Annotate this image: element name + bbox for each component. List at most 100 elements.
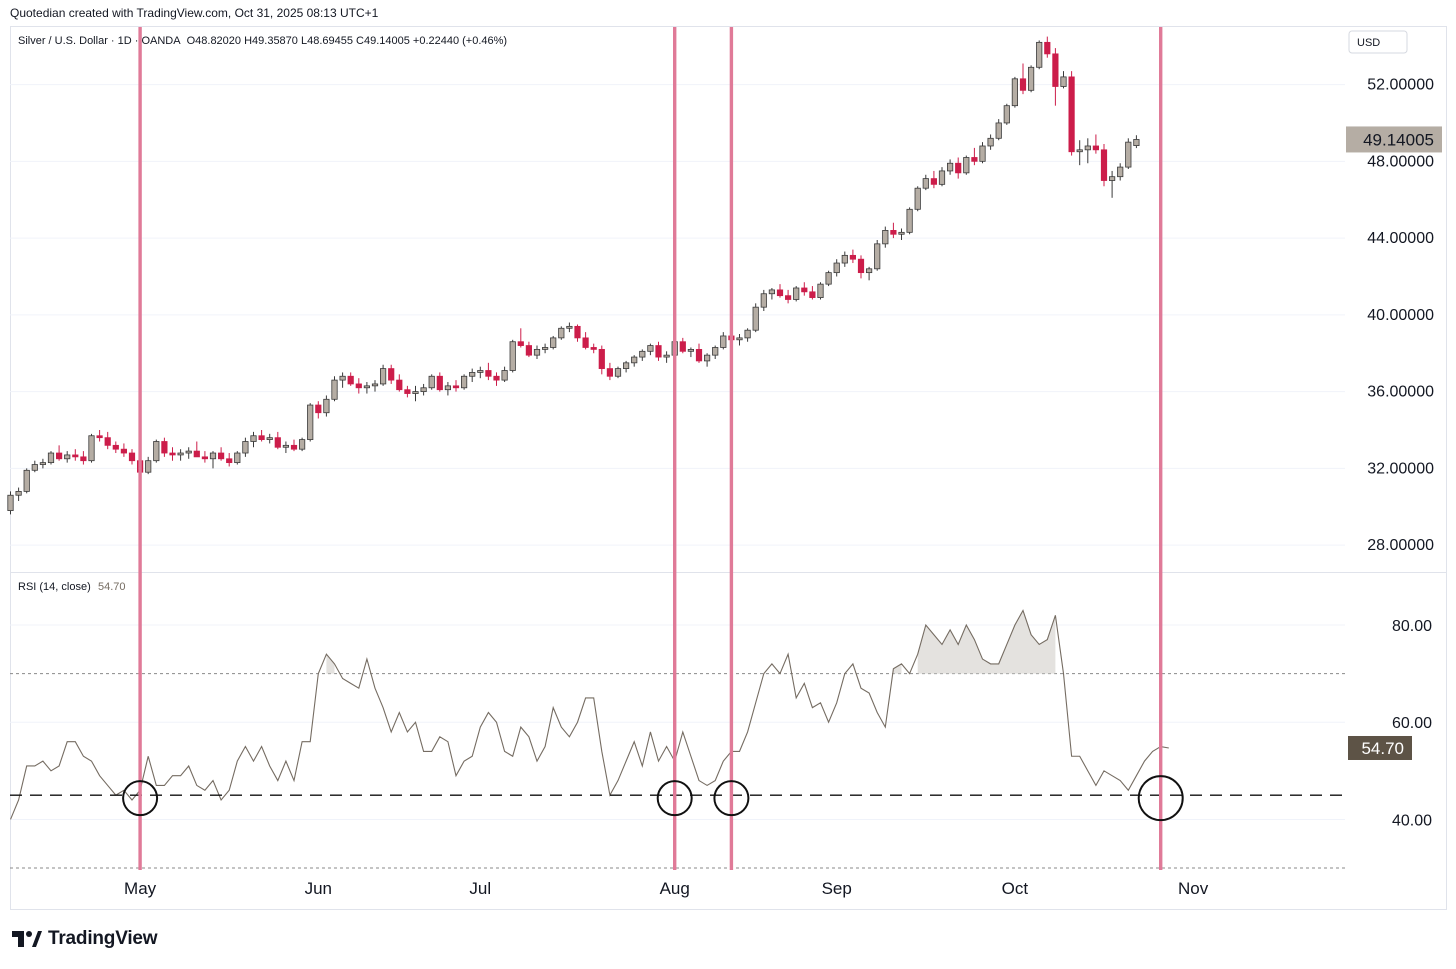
candle-up-body	[1036, 41, 1043, 68]
rsi-tick-label: 60.00	[1392, 715, 1432, 732]
candle	[1084, 138, 1091, 164]
candle	[258, 429, 265, 442]
candle	[56, 445, 63, 461]
candle-up-body	[242, 441, 249, 454]
candle-up-body	[39, 462, 47, 465]
candle	[776, 284, 784, 298]
rsi-overbought-fill	[326, 654, 335, 674]
candle-up-body	[1125, 141, 1132, 168]
candle	[930, 170, 938, 189]
candle	[752, 303, 759, 333]
candle-down-body	[193, 450, 200, 458]
x-tick-label: Aug	[660, 879, 690, 898]
candle	[606, 362, 614, 381]
candle-down-body	[493, 375, 500, 381]
last-price-label: 49.14005	[1363, 130, 1434, 149]
candle	[1125, 138, 1132, 170]
candle	[209, 451, 217, 469]
candle-up-body	[533, 348, 541, 356]
candle	[477, 366, 484, 379]
x-tick-label: Sep	[822, 879, 852, 898]
candle	[720, 332, 727, 350]
candle	[371, 380, 379, 392]
candle-up-body	[64, 454, 71, 460]
marker-layer	[122, 27, 1184, 870]
candle-down-body	[217, 452, 225, 460]
rsi-signal-circle	[713, 780, 750, 817]
rsi-last-value-label: 54.70	[1361, 739, 1404, 758]
candle-up-body	[874, 243, 881, 270]
rsi-tick-label: 80.00	[1392, 618, 1432, 635]
candle	[217, 447, 225, 461]
candle	[1068, 71, 1075, 156]
candle	[768, 287, 776, 300]
candle-down-body	[347, 375, 354, 385]
candle	[922, 174, 929, 191]
rsi-last-value-badge	[1348, 735, 1412, 760]
candle	[1117, 163, 1124, 181]
candle-down-body	[590, 347, 597, 350]
candle-up-body	[331, 379, 338, 400]
candle	[525, 341, 533, 358]
candle	[355, 378, 362, 394]
candle-up-body	[793, 287, 800, 300]
candle-up-body	[323, 398, 330, 414]
candle	[801, 282, 808, 296]
candle-up-body	[477, 370, 484, 373]
tradingview-brand[interactable]: TradingView	[12, 928, 158, 950]
candle-up-body	[817, 283, 824, 298]
candle-down-body	[849, 254, 857, 260]
candle-down-body	[355, 383, 362, 389]
brand-name: TradingView	[48, 928, 158, 949]
candle	[533, 345, 541, 359]
candle	[39, 458, 47, 469]
candle	[704, 353, 711, 367]
candle-up-body	[177, 452, 184, 456]
candle-down-body	[104, 437, 111, 446]
candle	[64, 451, 71, 463]
candle-down-body	[72, 454, 79, 458]
candle-down-body	[1044, 41, 1051, 55]
candle-up-body	[760, 293, 767, 308]
candle-down-body	[1100, 149, 1108, 181]
candle	[112, 441, 119, 454]
candle	[687, 347, 695, 358]
candle	[315, 401, 322, 419]
candle	[161, 437, 168, 457]
candle-down-body	[388, 368, 395, 381]
candle-down-body	[96, 435, 103, 439]
candle-up-body	[906, 208, 913, 233]
candle	[1044, 36, 1051, 58]
candle-up-body	[1117, 166, 1124, 178]
chart-caption: Quotedian created with TradingView.com, …	[10, 6, 379, 20]
candle	[339, 372, 346, 388]
candle-down-body	[452, 385, 460, 389]
currency-box[interactable]: USD	[1348, 30, 1408, 54]
candle-down-body	[404, 389, 411, 394]
candle-up-body	[938, 170, 946, 185]
currency-label: USD	[1357, 37, 1380, 49]
candle	[542, 343, 549, 354]
candle-up-body	[153, 441, 160, 462]
candle	[436, 372, 443, 392]
candle-down-body	[695, 348, 703, 362]
candle	[323, 395, 330, 417]
rsi-overbought-fill	[917, 610, 1056, 674]
candle	[363, 382, 371, 394]
price-title: Silver / U.S. Dollar · 1D · OANDA	[18, 35, 181, 47]
candle-up-body	[752, 306, 759, 331]
candle	[955, 157, 962, 179]
candle	[485, 362, 492, 381]
candle	[31, 460, 38, 473]
candle	[849, 249, 857, 264]
candle-up-body	[1003, 105, 1010, 124]
candle	[96, 429, 103, 442]
price-tick-label: 40.00000	[1367, 307, 1434, 324]
candle-down-body	[525, 345, 533, 356]
rsi-title: RSI (14, close)	[18, 581, 91, 593]
candle	[1003, 103, 1010, 125]
candle	[550, 335, 557, 350]
candle-up-body	[88, 435, 95, 462]
candle	[428, 374, 435, 390]
